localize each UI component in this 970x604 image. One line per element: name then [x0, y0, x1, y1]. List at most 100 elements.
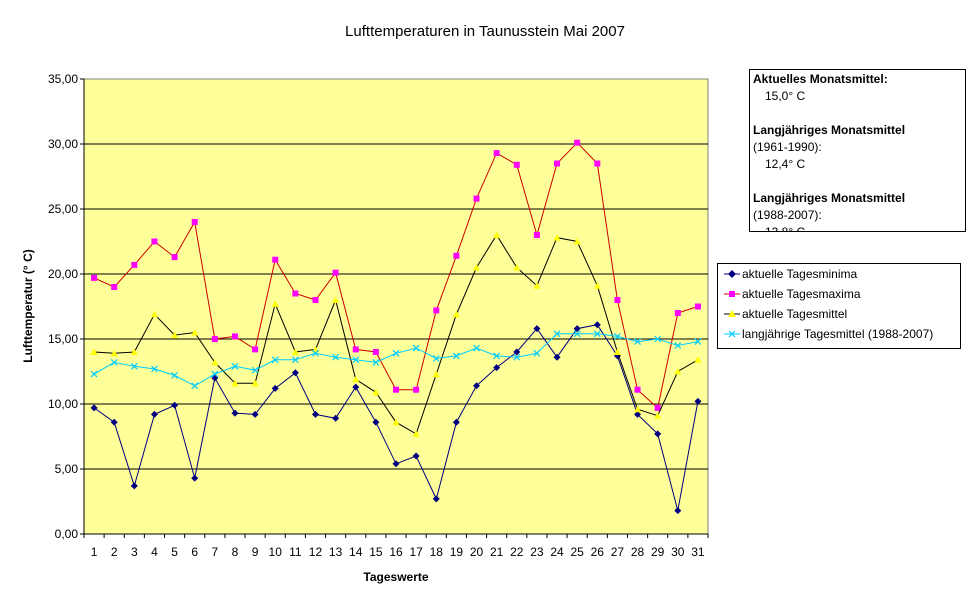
data-point — [452, 352, 460, 360]
x-tick-label: 10 — [269, 545, 283, 559]
x-tick-label: 13 — [329, 545, 343, 559]
data-point — [413, 386, 420, 393]
data-point — [251, 379, 259, 387]
data-point — [674, 507, 682, 515]
data-point — [513, 353, 521, 361]
data-point — [453, 252, 460, 259]
legend-item-longterm: langjährige Tagesmittel (1988-2007) — [718, 324, 960, 344]
x-axis-title: Tageswerte — [363, 570, 428, 584]
data-point — [654, 335, 662, 343]
x-tick-label: 18 — [430, 545, 444, 559]
data-point — [151, 238, 158, 245]
triangle-marker-icon — [724, 310, 740, 317]
data-point — [634, 338, 641, 346]
data-point — [251, 366, 259, 374]
data-point — [90, 404, 98, 412]
data-point — [533, 325, 541, 333]
data-point — [372, 388, 380, 396]
y-axis-ticks: 0,00 5,00 10,00 15,00 20,00 25,00 30,00 35,00 — [48, 72, 85, 541]
data-point — [231, 362, 239, 370]
data-point — [251, 410, 259, 418]
series-group — [90, 139, 702, 515]
data-point — [654, 412, 662, 419]
x-tick-label: 6 — [191, 545, 198, 559]
data-point — [372, 418, 380, 426]
data-point — [694, 356, 702, 363]
current-mean-value: 15,0° C — [765, 89, 806, 103]
x-tick-label: 31 — [691, 545, 705, 559]
gridlines — [84, 143, 708, 470]
data-point — [150, 310, 158, 318]
data-point — [191, 474, 199, 482]
series-2 — [91, 139, 701, 411]
data-point — [574, 139, 581, 146]
data-point — [312, 349, 319, 357]
data-point — [674, 342, 682, 349]
data-point — [694, 303, 701, 310]
data-point — [130, 362, 138, 370]
data-point — [271, 300, 279, 307]
longterm-mean-1961-value: 12,4° C — [765, 157, 806, 171]
data-point — [393, 386, 399, 393]
y-tick-label: 20,00 — [48, 267, 78, 281]
data-point — [493, 364, 501, 372]
data-point — [493, 231, 501, 238]
data-point — [533, 232, 540, 238]
data-point — [674, 368, 682, 375]
data-point — [452, 418, 460, 426]
data-point — [412, 452, 420, 460]
data-point — [311, 410, 319, 418]
data-point — [473, 264, 481, 271]
data-point — [91, 274, 98, 281]
x-tick-label: 29 — [651, 545, 665, 559]
data-point — [111, 284, 118, 290]
data-point — [151, 365, 158, 373]
data-point — [473, 195, 480, 202]
data-point — [372, 349, 379, 355]
data-point — [291, 348, 299, 355]
data-point — [231, 409, 239, 417]
data-point — [211, 336, 218, 342]
data-point — [130, 482, 138, 490]
data-point — [513, 348, 521, 356]
x-tick-label: 4 — [151, 545, 158, 559]
data-point — [533, 349, 541, 357]
data-point — [110, 349, 118, 357]
x-tick-label: 5 — [171, 545, 178, 559]
legend-item-minima: aktuelle Tagesminima — [718, 264, 960, 284]
data-point — [553, 353, 561, 361]
data-point — [593, 321, 601, 329]
data-point — [573, 238, 581, 245]
data-point — [191, 329, 199, 336]
data-point — [352, 346, 359, 353]
data-point — [392, 349, 400, 357]
longterm-mean-1988-period: (1988-2007): — [753, 208, 822, 222]
data-point — [412, 344, 420, 352]
data-point — [392, 460, 400, 468]
series-4 — [90, 330, 702, 390]
x-tick-label: 23 — [530, 545, 544, 559]
x-axis-ticks: 1 2 3 4 5 6 7 8 9 10 11 12 13 14 15 16 17 18 19 20 21 22 23 24 2… — [83, 533, 709, 559]
data-point — [513, 161, 520, 168]
longterm-mean-1961-label: Langjähriges Monatsmittel — [753, 123, 906, 137]
y-tick-label: 35,00 — [48, 72, 78, 86]
data-point — [211, 370, 219, 378]
data-point — [312, 297, 319, 303]
legend-item-mittel: aktuelle Tagesmittel — [718, 304, 960, 324]
data-point — [252, 346, 259, 353]
legend-label-mittel: aktuelle Tagesmittel — [742, 307, 848, 321]
data-point — [493, 352, 501, 360]
data-point — [432, 355, 440, 362]
data-point — [272, 256, 279, 263]
x-tick-label: 22 — [510, 545, 524, 559]
y-tick-label: 30,00 — [48, 137, 78, 151]
data-point — [674, 310, 681, 316]
data-point — [392, 418, 400, 426]
data-point — [553, 330, 561, 338]
legend-item-maxima: aktuelle Tagesmaxima — [718, 284, 960, 304]
data-point — [231, 379, 239, 387]
x-tick-label: 16 — [389, 545, 403, 559]
data-point — [573, 330, 581, 338]
y-tick-label: 10,00 — [48, 397, 78, 411]
